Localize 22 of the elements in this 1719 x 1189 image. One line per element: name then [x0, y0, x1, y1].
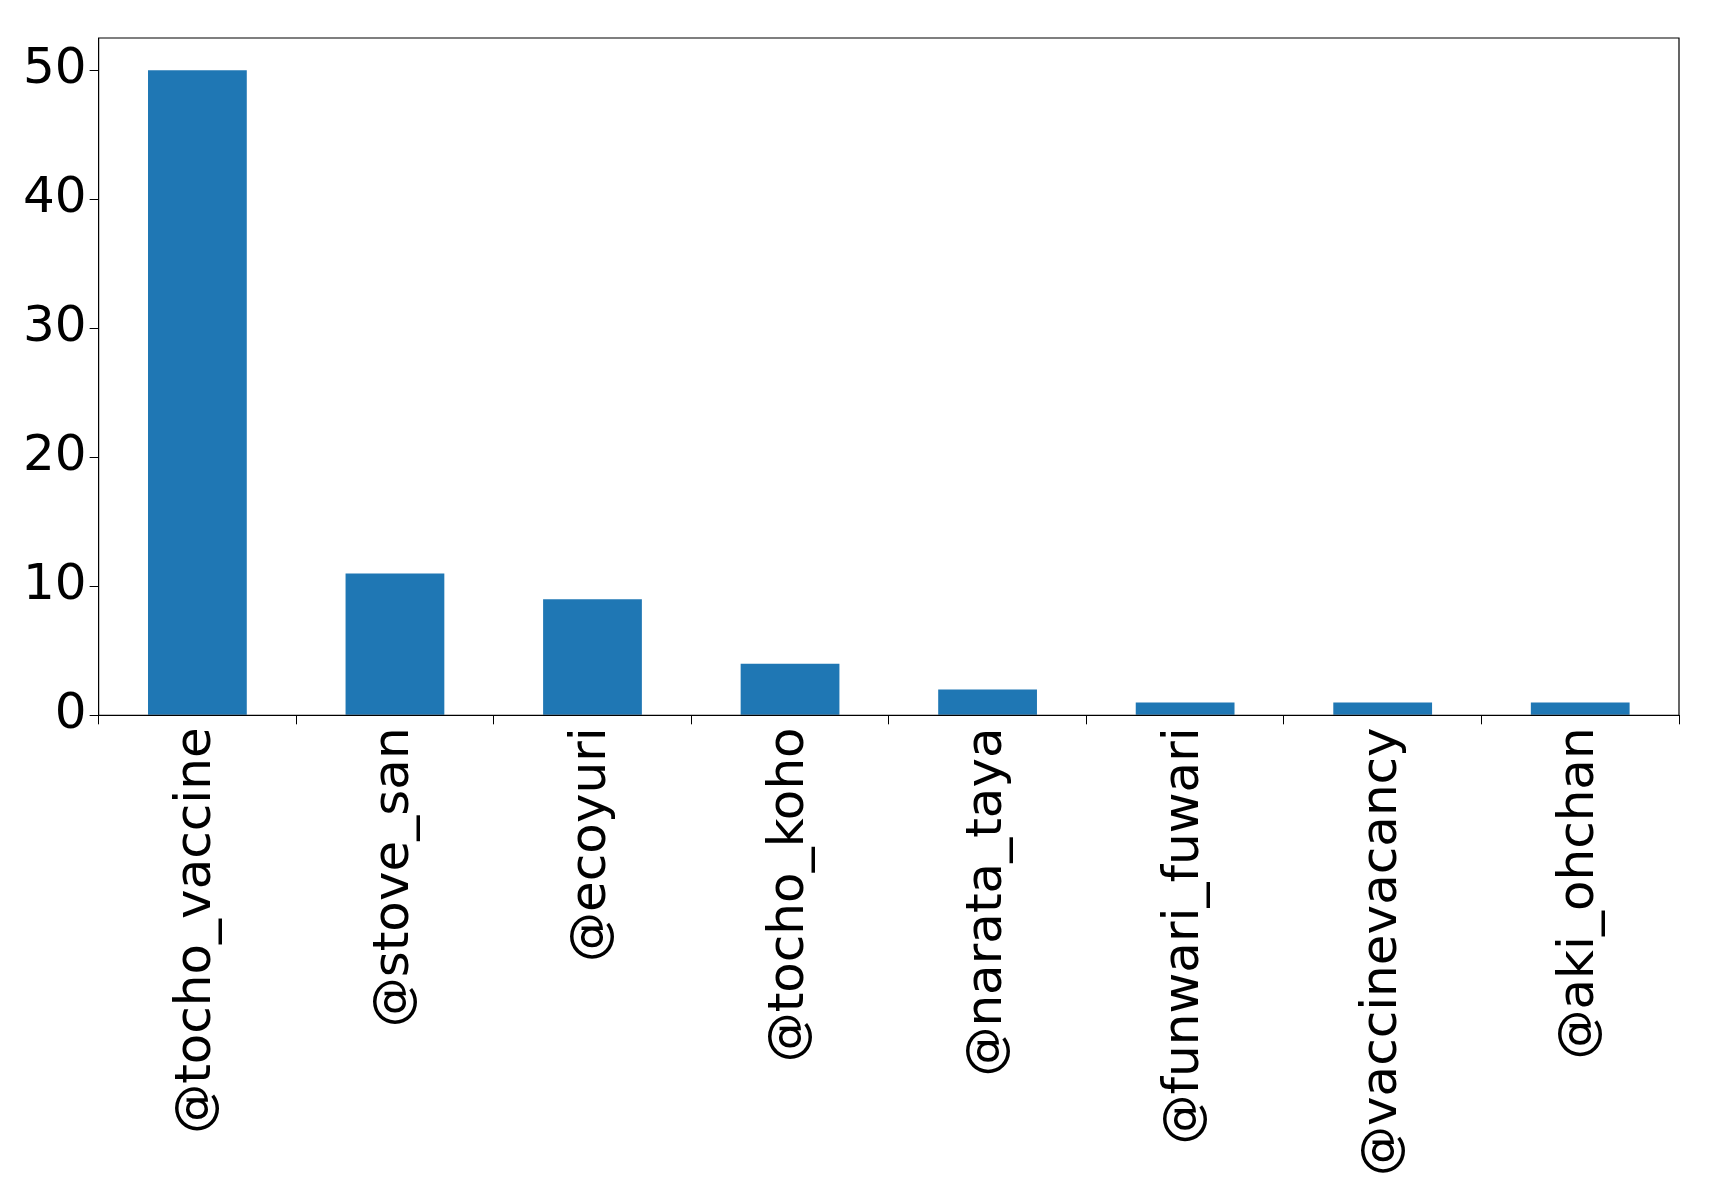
bar [345, 573, 445, 715]
bar [543, 599, 642, 715]
y-tick-label: 10 [23, 553, 87, 612]
y-tick-label: 50 [23, 37, 87, 96]
y-tick-label: 20 [23, 424, 87, 483]
x-tick-label: @tocho_koho [757, 727, 816, 1063]
x-tick-label: @ecoyuri [559, 727, 618, 962]
y-tick-label: 40 [23, 166, 87, 225]
x-tick-label: @aki_ohchan [1547, 727, 1606, 1060]
bar [1135, 702, 1235, 715]
x-tick-label: @stove_san [361, 727, 420, 1028]
y-tick-label: 0 [54, 682, 87, 741]
bar [938, 689, 1037, 715]
x-tick-label: @narata_taya [954, 727, 1013, 1077]
bar [1333, 702, 1433, 715]
bar [740, 663, 840, 715]
bar [148, 70, 247, 715]
x-tick-label: @vaccinevacancy [1349, 727, 1408, 1177]
x-tick-label: @tocho_vaccine [164, 727, 223, 1134]
x-tick-label: @funwari_fuwari [1152, 727, 1211, 1145]
bar [1530, 702, 1630, 715]
y-tick-label: 30 [23, 295, 87, 354]
